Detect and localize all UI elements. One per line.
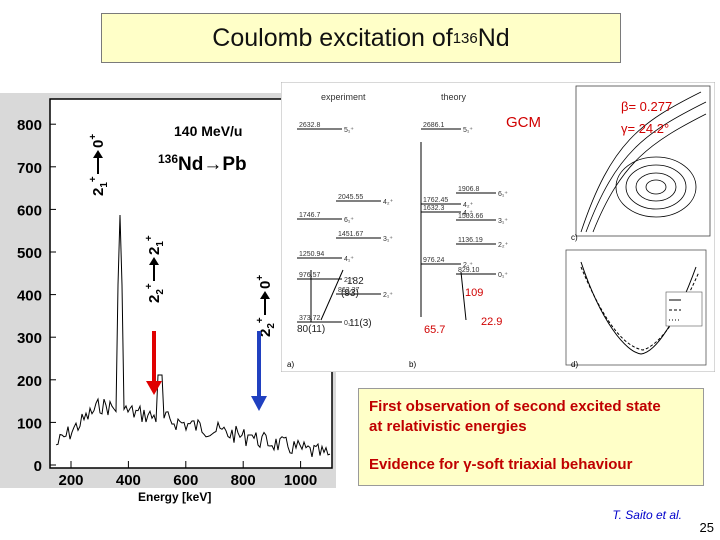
x-tick-label: 600	[173, 472, 198, 489]
theory-level-energy: 1503.66	[458, 213, 483, 220]
x-tick-label: 400	[116, 472, 141, 489]
y-tick-label: 400	[17, 288, 42, 305]
potential-energy-surface: β= 0.277 γ= 24.2°	[575, 85, 711, 237]
theory-level-spin: 2₁⁺	[463, 262, 473, 269]
th-be2-229: 22.9	[481, 316, 502, 328]
exp-level-spin: 2₁⁺	[383, 292, 393, 299]
author-credit: T. Saito et al.	[612, 508, 682, 522]
svg-text:21+: 21+	[144, 235, 166, 255]
corner-label-a: a)	[287, 360, 294, 369]
y-tick-label: 100	[17, 415, 42, 432]
y-axis: 0 100 200 300 400 500 600 700 800	[17, 117, 56, 475]
theory-level-energy: 976.24	[423, 257, 445, 264]
theory-label: theory	[441, 92, 467, 102]
exp-be2-11: 11(3)	[349, 318, 372, 329]
theory-level-energy: 1136.19	[458, 237, 483, 244]
th-be2-109: 109	[465, 287, 483, 299]
exp-level-spin: 3₁⁺	[383, 236, 393, 243]
finding-line-3: Evidence for γ-soft triaxial behaviour	[369, 456, 633, 473]
exp-level-spin: 4₂⁺	[383, 199, 394, 206]
theory-level-energy: 1632.3	[423, 205, 445, 212]
exp-be2-182: 182	[347, 276, 364, 287]
y-tick-label: 300	[17, 330, 42, 347]
spectrum-trace	[55, 214, 331, 458]
peak-label-21-01: 21+ 0+	[88, 134, 110, 196]
corner-label-b: b)	[409, 360, 416, 369]
exp-level-spin: 2₂⁺	[344, 277, 355, 284]
exp-be2-80: 80(11)	[297, 324, 325, 335]
exp-level-energy: 862.37	[338, 287, 360, 294]
exp-level-energy: 2045.55	[338, 194, 363, 201]
finding-line-1: First observation of second excited stat…	[369, 398, 661, 415]
title-mass: 136	[452, 29, 478, 47]
th-be2-657: 65.7	[424, 324, 445, 336]
corner-label-d: d)	[571, 360, 578, 369]
svg-text:21+: 21+	[88, 176, 110, 196]
theory-level-spin: 2₂⁺	[498, 242, 509, 249]
exp-level-energy: 976.57	[299, 272, 321, 279]
theory-level-energy: 2686.1	[423, 122, 445, 129]
svg-text:22+: 22+	[255, 317, 277, 337]
blue-peak-arrow	[251, 331, 267, 411]
y-tick-label: 0	[34, 458, 42, 475]
peak-label-22-01: 22+ 0+	[255, 275, 277, 337]
gcm-label: GCM	[506, 114, 541, 131]
theory-level-energy: 1906.8	[458, 186, 480, 193]
level-scheme-figure: experiment 2632.8 5₁⁺ 2045.55 4₂⁺ 1746.7 6₁⁺ 1…	[281, 82, 715, 372]
beam-energy-label: 140 MeV/u	[174, 123, 242, 139]
exp-level-energy: 1250.94	[299, 251, 324, 258]
theory-level-energy: 829.10	[458, 267, 480, 274]
page-number: 25	[699, 520, 714, 535]
theory-level-spin: 4₂⁺	[463, 202, 474, 209]
theory-level-spin: 5₁⁺	[463, 127, 473, 134]
exp-level-energy: 373.72	[299, 315, 321, 322]
slide-title: Coulomb excitation of 136 Nd	[101, 13, 621, 63]
title-text: Coulomb excitation of	[212, 23, 453, 52]
svg-text:0+: 0+	[88, 134, 107, 148]
theory-levels: 2686.1 5₁⁺ 1906.8 6₁⁺ 1762.45 4₂⁺ 1503.66 3₁⁺ 16…	[421, 122, 509, 279]
exp-level-spin: 0₁⁺	[344, 320, 354, 327]
reaction-label: 136Nd→Pb	[158, 152, 247, 175]
red-peak-arrow	[146, 331, 162, 395]
x-tick-label: 1000	[284, 472, 317, 489]
theory-level-energy: 1762.45	[423, 197, 448, 204]
finding-line-2: at relativistic energies	[369, 418, 527, 435]
peak-label-22-21: 22+ 21+	[144, 235, 166, 303]
x-tick-label: 800	[231, 472, 256, 489]
theory-level-spin: 3₁⁺	[498, 218, 508, 225]
findings-box: First observation of second excited stat…	[358, 388, 704, 486]
exp-level-spin: 5₁⁺	[344, 127, 354, 134]
y-tick-label: 600	[17, 202, 42, 219]
gamma-value: γ= 24.2°	[621, 121, 669, 136]
theory-level-spin: 6₁⁺	[498, 191, 508, 198]
svg-text:0+: 0+	[255, 275, 274, 289]
exp-level-spin: 6₁⁺	[344, 217, 354, 224]
y-tick-label: 700	[17, 160, 42, 177]
svg-text:22+: 22+	[144, 283, 166, 303]
experiment-label: experiment	[321, 92, 366, 102]
y-tick-label: 200	[17, 373, 42, 390]
x-axis: 200 400 600 800 1000	[58, 461, 317, 489]
theory-potential-plot	[565, 249, 707, 366]
theory-level-spin: 0₁⁺	[498, 272, 508, 279]
x-tick-label: 200	[58, 472, 83, 489]
y-tick-label: 800	[17, 117, 42, 134]
beta-value: β= 0.277	[621, 99, 672, 114]
title-symbol: Nd	[477, 23, 510, 52]
theory-level-spin: 4₁⁺	[463, 210, 473, 217]
corner-label-c: c)	[571, 233, 578, 242]
experimental-levels: 2632.8 5₁⁺ 2045.55 4₂⁺ 1746.7 6₁⁺ 1451.67 3₁⁺ 12…	[297, 122, 394, 327]
x-axis-label: Energy [keV]	[138, 490, 211, 504]
exp-level-energy: 1451.67	[338, 231, 363, 238]
exp-level-energy: 1746.7	[299, 212, 321, 219]
exp-be2-93: (93)	[341, 288, 359, 299]
exp-level-spin: 4₁⁺	[344, 256, 354, 263]
y-tick-label: 500	[17, 245, 42, 262]
exp-level-energy: 2632.8	[299, 122, 321, 129]
